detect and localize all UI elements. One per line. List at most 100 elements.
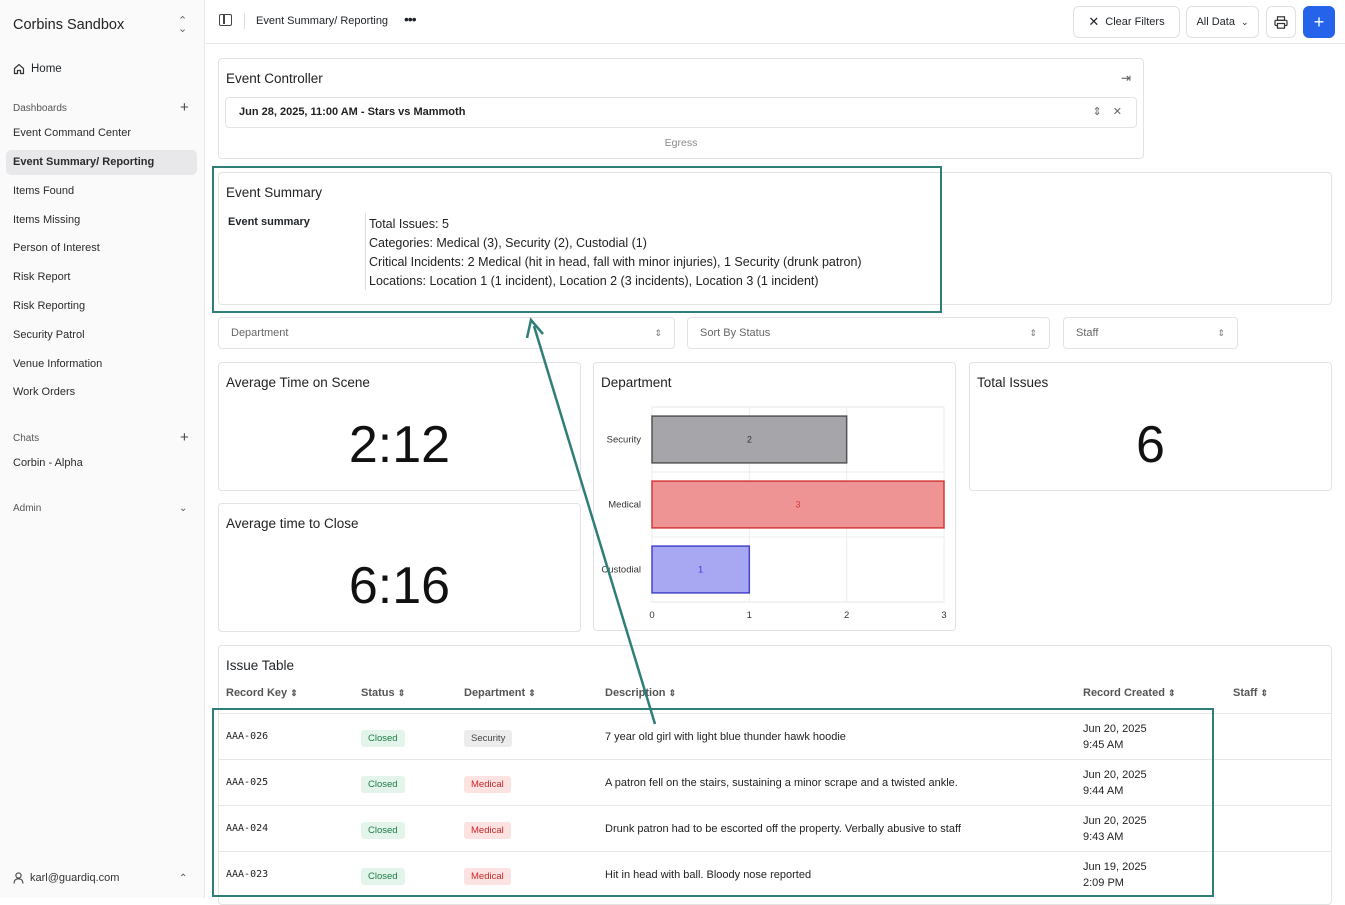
sort-icon: ⇕ (1167, 688, 1176, 698)
x-tick-label: 0 (649, 610, 654, 621)
record-created-time: 9:44 AM (1083, 785, 1124, 797)
record-created-time: 9:45 AM (1083, 739, 1124, 751)
sidebar-item-work-orders[interactable]: Work Orders (13, 386, 76, 398)
add-dashboard-icon[interactable]: + (180, 99, 189, 116)
x-tick-label: 1 (747, 610, 752, 621)
description: A patron fell on the stairs, sustaining … (605, 777, 958, 789)
chevron-up-icon[interactable]: ⌃ (179, 873, 188, 884)
sidebar-item-venue-information[interactable]: Venue Information (13, 358, 103, 370)
department-badge: Medical (464, 776, 511, 793)
top-bar: Event Summary/ Reporting ••• ✕ Clear Fil… (206, 0, 1345, 44)
column-header-record-created[interactable]: Record Created ⇕ (1083, 687, 1176, 699)
event-select[interactable]: Jun 28, 2025, 11:00 AM - Stars vs Mammot… (225, 97, 1137, 128)
chevron-down-icon[interactable]: ⌄ (179, 503, 188, 514)
chevron-up-down-icon: ⇕ (1217, 328, 1225, 338)
sidebar-item-security-patrol[interactable]: Security Patrol (13, 329, 85, 341)
print-button[interactable] (1266, 6, 1296, 38)
avg-time-on-scene-card: Average Time on Scene 2:12 (218, 362, 581, 491)
department-filter[interactable]: Department ⇕ (218, 317, 675, 349)
event-summary-card: Event Summary Event summary Total Issues… (218, 172, 1332, 305)
sidebar-item-chat-corbin-alpha[interactable]: Corbin - Alpha (13, 457, 83, 469)
avg-time-to-close-title: Average time to Close (226, 516, 359, 531)
sidebar-item-items-missing[interactable]: Items Missing (13, 214, 81, 226)
staff-filter-label: Staff (1076, 327, 1099, 339)
record-created-time: 9:43 AM (1083, 831, 1124, 843)
bar-value-label: 2 (747, 435, 752, 445)
close-icon: ✕ (1088, 14, 1100, 29)
status-badge: Closed (361, 822, 405, 839)
y-category-label: Custodial (601, 565, 641, 576)
bar-value-label: 3 (795, 500, 800, 510)
workspace-name[interactable]: Corbins Sandbox (13, 17, 125, 33)
event-phase: Egress (664, 137, 698, 149)
user-email: karl@guardiq.com (30, 872, 120, 884)
chevron-up-down-icon: ⇕ (654, 328, 662, 338)
table-row[interactable]: AAA-024 Closed Medical Drunk patron had … (219, 805, 1331, 851)
sort-icon: ⇕ (290, 688, 298, 698)
bar-security (651, 415, 848, 464)
add-chat-icon[interactable]: + (180, 429, 189, 446)
description: Drunk patron had to be escorted off the … (605, 823, 961, 835)
column-header-description[interactable]: Description ⇕ (605, 687, 677, 699)
home-icon (13, 63, 25, 75)
sidebar-item-event-summary-reporting[interactable]: Event Summary/ Reporting (6, 150, 197, 175)
column-header-department[interactable]: Department ⇕ (464, 687, 536, 699)
sort-icon: ⇕ (397, 688, 406, 698)
total-issues-card: Total Issues 6 (969, 362, 1332, 491)
record-key: AAA-023 (226, 869, 269, 880)
bar-medical (651, 480, 945, 529)
event-summary-text: Total Issues: 5 Categories: Medical (3),… (369, 215, 862, 291)
workspace-switcher-icon[interactable]: ⌃ ⌄ (178, 15, 188, 35)
status-badge: Closed (361, 776, 405, 793)
department-badge: Medical (464, 822, 511, 839)
status-badge: Closed (361, 868, 405, 885)
clear-filters-label: Clear Filters (1105, 16, 1165, 28)
department-filter-label: Department (231, 327, 289, 339)
selected-event: Jun 28, 2025, 11:00 AM - Stars vs Mammot… (239, 106, 466, 118)
sidebar-item-items-found[interactable]: Items Found (13, 185, 75, 197)
sidebar-item-home[interactable]: Home (13, 63, 62, 75)
record-created-date: Jun 20, 2025 (1083, 723, 1147, 735)
add-button[interactable]: + (1303, 6, 1335, 38)
table-row[interactable]: AAA-026 Closed Security 7 year old girl … (219, 713, 1331, 759)
sidebar-item-event-command-center[interactable]: Event Command Center (13, 127, 131, 139)
sidebar-toggle-icon[interactable] (219, 14, 232, 26)
clear-filters-button[interactable]: ✕ Clear Filters (1073, 6, 1180, 38)
sidebar-item-person-of-interest[interactable]: Person of Interest (13, 242, 100, 254)
y-category-label: Security (607, 435, 642, 446)
user-menu[interactable]: karl@guardiq.com (13, 872, 119, 884)
sort-by-status-filter[interactable]: Sort By Status ⇕ (687, 317, 1050, 349)
table-row[interactable]: AAA-023 Closed Medical Hit in head with … (219, 851, 1331, 897)
chevron-up-down-icon[interactable]: ⇕ (1092, 106, 1106, 118)
sidebar: Corbins Sandbox ⌃ ⌄ Home Dashboards + Eve… (0, 0, 205, 898)
sidebar-item-label: Home (31, 63, 62, 75)
collapse-panel-icon[interactable]: ⇥ (1120, 71, 1131, 85)
description: Hit in head with ball. Bloody nose repor… (605, 869, 812, 881)
chevron-down-icon: ⌄ (1240, 16, 1249, 27)
total-issues-title: Total Issues (977, 375, 1049, 390)
column-header-status[interactable]: Status ⇕ (361, 687, 406, 699)
clear-selection-icon[interactable]: ✕ (1112, 106, 1126, 118)
event-summary-title: Event Summary (226, 185, 323, 200)
sort-icon: ⇕ (1260, 688, 1269, 698)
sidebar-item-risk-report[interactable]: Risk Report (13, 271, 71, 283)
sidebar-item-risk-reporting[interactable]: Risk Reporting (13, 300, 86, 312)
divider (365, 213, 366, 290)
bar-custodial (651, 545, 751, 594)
bar-value-label: 1 (698, 565, 703, 575)
admin-section-label[interactable]: Admin (13, 503, 42, 514)
all-data-dropdown[interactable]: All Data ⌄ (1186, 6, 1259, 38)
record-created-date: Jun 19, 2025 (1083, 861, 1147, 873)
staff-filter[interactable]: Staff ⇕ (1063, 317, 1238, 349)
divider (244, 13, 245, 29)
summary-line: Critical Incidents: 2 Medical (hit in he… (369, 255, 862, 269)
column-header-record-key[interactable]: Record Key ⇕ (226, 687, 298, 699)
summary-line: Locations: Location 1 (1 incident), Loca… (369, 274, 819, 288)
table-row[interactable]: AAA-025 Closed Medical A patron fell on … (219, 759, 1331, 805)
chevron-up-down-icon: ⇕ (1029, 328, 1037, 338)
summary-line: Categories: Medical (3), Security (2), C… (369, 236, 647, 250)
more-options-icon[interactable]: ••• (404, 11, 417, 27)
event-controller-card: Event Controller ⇥ Jun 28, 2025, 11:00 A… (218, 58, 1144, 159)
column-header-staff[interactable]: Staff ⇕ (1233, 687, 1269, 699)
avg-time-on-scene-value: 2:12 (348, 416, 451, 474)
